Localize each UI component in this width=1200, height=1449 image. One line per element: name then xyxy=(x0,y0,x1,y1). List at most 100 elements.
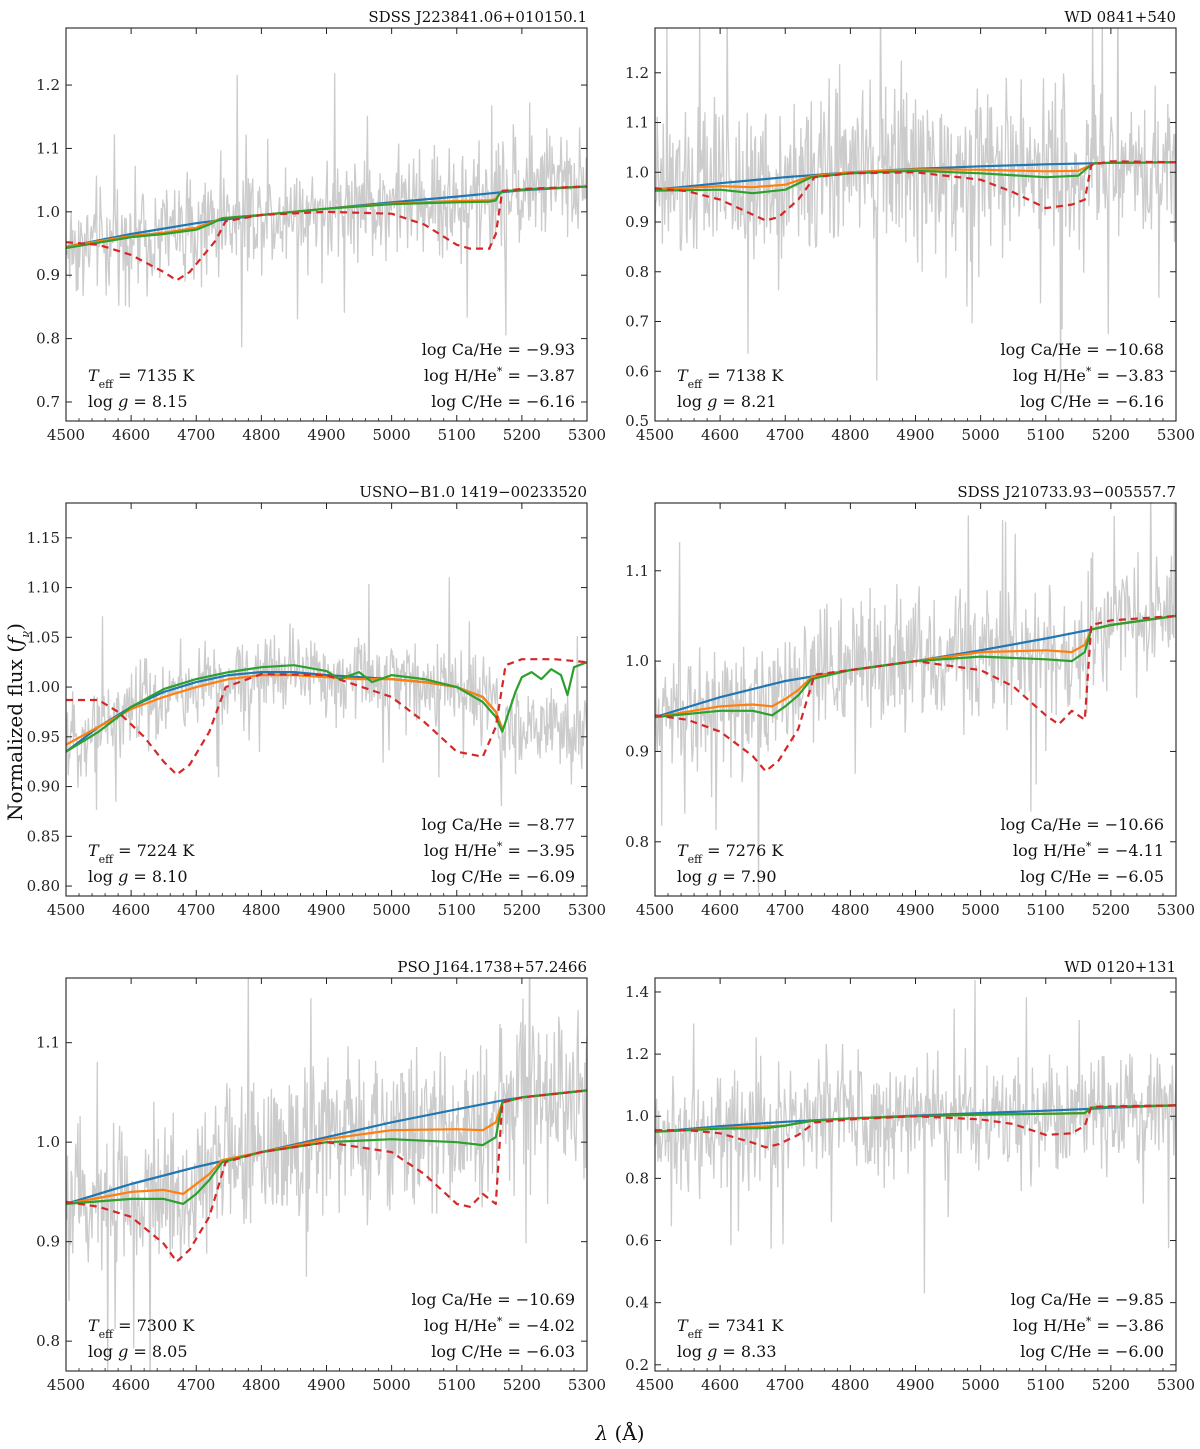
x-tick-label: 4500 xyxy=(47,901,85,919)
x-tick-label: 4800 xyxy=(242,426,280,444)
y-tick-label: 1.1 xyxy=(625,562,649,580)
plot-area xyxy=(655,28,1176,395)
y-tick-label: 1.10 xyxy=(27,579,60,597)
x-tick-label: 4700 xyxy=(766,426,804,444)
c-abundance-annotation: log C/He = −6.09 xyxy=(431,867,575,886)
red-model-line xyxy=(66,658,587,776)
panel-3: 4500 4600 4700 4800 4900 5000 5100 5200 5300 0.80… xyxy=(27,483,607,919)
h-abundance-annotation: log H/He* = −3.87 xyxy=(424,365,575,386)
x-tick-label: 5100 xyxy=(438,1376,476,1394)
y-tick-label: 0.90 xyxy=(27,778,60,796)
x-tick-label: 4600 xyxy=(112,1376,150,1394)
y-tick-label: 0.9 xyxy=(36,1233,60,1251)
panel-title: WD 0841+540 xyxy=(1064,8,1176,26)
teff-annotation: Teff = 7135 K xyxy=(88,366,195,391)
x-tick-label: 5000 xyxy=(373,901,411,919)
red-model-line xyxy=(655,160,1176,222)
c-abundance-annotation: log C/He = −6.03 xyxy=(431,1342,575,1361)
y-tick-label: 1.4 xyxy=(625,983,649,1001)
x-tick-label: 5100 xyxy=(438,426,476,444)
ca-abundance-annotation: log Ca/He = −10.69 xyxy=(412,1290,575,1309)
logg-annotation: log g = 7.90 xyxy=(677,867,777,886)
orange-model-line xyxy=(66,674,504,746)
panel-title: PSO J164.1738+57.2466 xyxy=(397,958,587,976)
x-tick-label: 5200 xyxy=(1092,901,1130,919)
h-abundance-annotation: log H/He* = −3.83 xyxy=(1013,365,1164,386)
panel-5: 4500 4600 4700 4800 4900 5000 5100 5200 5300 0.8 0… xyxy=(36,958,606,1394)
panel-6: 4500 4600 4700 4800 4900 5000 5100 5200 5300 0.2 0… xyxy=(625,958,1195,1394)
c-abundance-annotation: log C/He = −6.05 xyxy=(1020,867,1164,886)
x-tick-label: 5200 xyxy=(503,1376,541,1394)
plot-area xyxy=(66,577,587,810)
x-tick-label: 4600 xyxy=(112,901,150,919)
logg-annotation: log g = 8.05 xyxy=(88,1342,188,1361)
y-tick-label: 0.8 xyxy=(36,330,60,348)
y-tick-label: 1.0 xyxy=(625,652,649,670)
x-tick-label: 5100 xyxy=(1027,426,1065,444)
x-tick-label: 4800 xyxy=(831,901,869,919)
y-tick-label: 1.2 xyxy=(625,64,649,82)
plot-area xyxy=(655,980,1176,1294)
teff-annotation: Teff = 7138 K xyxy=(677,366,784,391)
x-tick-label: 5100 xyxy=(1027,1376,1065,1394)
panel-4: 4500 4600 4700 4800 4900 5000 5100 5200 5300 0.8 0… xyxy=(625,483,1195,919)
x-tick-label: 4700 xyxy=(177,426,215,444)
x-tick-label: 4500 xyxy=(636,1376,674,1394)
x-tick-label: 4700 xyxy=(177,1376,215,1394)
y-tick-label: 0.9 xyxy=(625,742,649,760)
x-tick-label: 5300 xyxy=(568,901,606,919)
y-tick-label: 1.0 xyxy=(36,203,60,221)
y-tick-label: 0.8 xyxy=(625,1169,649,1187)
y-tick-label: 0.8 xyxy=(625,833,649,851)
x-tick-label: 5200 xyxy=(1092,1376,1130,1394)
x-tick-label: 5000 xyxy=(962,426,1000,444)
y-tick-label: 0.9 xyxy=(625,213,649,231)
teff-annotation: Teff = 7341 K xyxy=(677,1316,784,1341)
x-tick-label: 4900 xyxy=(896,901,934,919)
red-model-line xyxy=(655,614,1176,773)
panel-title: SDSS J223841.06+010150.1 xyxy=(368,8,587,26)
y-tick-label: 0.6 xyxy=(625,1232,649,1250)
y-tick-label: 0.7 xyxy=(36,393,60,411)
green-model-line xyxy=(66,185,587,250)
c-abundance-annotation: log C/He = −6.16 xyxy=(431,392,575,411)
logg-annotation: log g = 8.33 xyxy=(677,1342,777,1361)
observed-spectrum xyxy=(66,978,587,1371)
y-tick-label: 0.95 xyxy=(27,728,60,746)
panel-title: WD 0120+131 xyxy=(1064,958,1176,976)
panel-2: 4500 4600 4700 4800 4900 5000 5100 5200 5300 0.5 0… xyxy=(625,8,1195,444)
x-tick-label: 4900 xyxy=(307,426,345,444)
x-tick-label: 5000 xyxy=(373,1376,411,1394)
x-tick-label: 5300 xyxy=(568,426,606,444)
x-tick-label: 4800 xyxy=(831,1376,869,1394)
x-tick-label: 4500 xyxy=(47,1376,85,1394)
x-tick-label: 5100 xyxy=(1027,901,1065,919)
x-tick-label: 4700 xyxy=(177,901,215,919)
y-tick-label: 0.5 xyxy=(625,412,649,430)
h-abundance-annotation: log H/He* = −4.02 xyxy=(424,1315,575,1336)
teff-annotation: Teff = 7224 K xyxy=(88,841,195,866)
x-tick-label: 4700 xyxy=(766,1376,804,1394)
x-tick-label: 4600 xyxy=(701,901,739,919)
green-model-line xyxy=(655,614,1176,719)
ca-abundance-annotation: log Ca/He = −10.68 xyxy=(1001,340,1164,359)
y-tick-label: 0.85 xyxy=(27,827,60,845)
x-tick-label: 5000 xyxy=(373,426,411,444)
red-model-line xyxy=(66,1089,587,1263)
x-tick-label: 4900 xyxy=(896,1376,934,1394)
y-tick-label: 0.6 xyxy=(625,362,649,380)
y-tick-label: 1.1 xyxy=(36,139,60,157)
y-tick-label: 0.8 xyxy=(625,263,649,281)
axes-frame xyxy=(654,977,1177,1372)
y-tick-label: 1.05 xyxy=(27,628,60,646)
red-model-line xyxy=(655,1104,1176,1149)
x-tick-label: 4500 xyxy=(47,426,85,444)
c-abundance-annotation: log C/He = −6.00 xyxy=(1020,1342,1164,1361)
panel-title: USNO−B1.0 1419−00233520 xyxy=(359,483,587,501)
logg-annotation: log g = 8.10 xyxy=(88,867,188,886)
x-tick-label: 4500 xyxy=(636,901,674,919)
ca-abundance-annotation: log Ca/He = −9.85 xyxy=(1011,1290,1164,1309)
h-abundance-annotation: log H/He* = −4.11 xyxy=(1013,840,1164,861)
ca-abundance-annotation: log Ca/He = −9.93 xyxy=(422,340,575,359)
green-model-line xyxy=(66,661,587,753)
